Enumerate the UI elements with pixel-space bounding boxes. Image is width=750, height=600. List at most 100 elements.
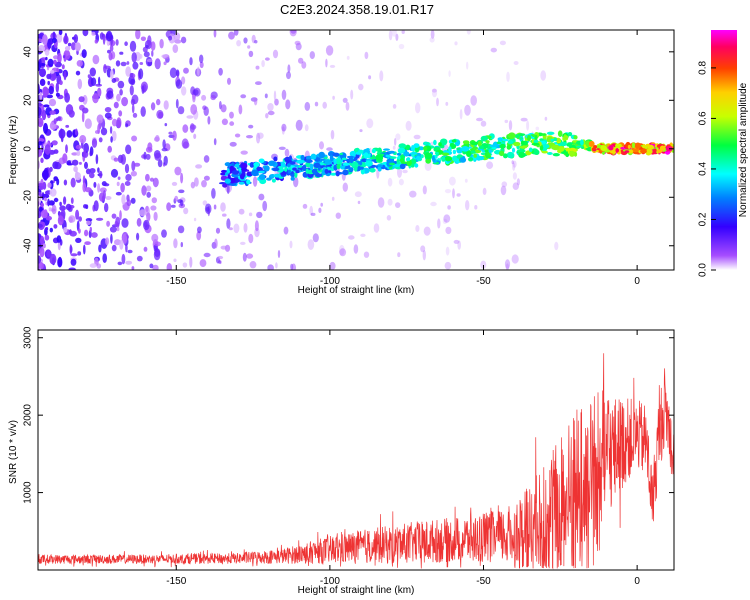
noise-blob (246, 135, 253, 139)
noise-blob (312, 233, 319, 243)
ridge-blob (224, 178, 231, 184)
noise-blob (46, 94, 53, 99)
noise-blob (294, 40, 301, 46)
noise-blob (68, 267, 76, 270)
ridge-blob (289, 155, 292, 161)
noise-blob (131, 52, 137, 63)
noise-blob (151, 197, 157, 204)
ridge-blob (388, 150, 396, 154)
ridge-blob (563, 136, 568, 140)
noise-blob (397, 252, 401, 258)
noise-blob (127, 249, 133, 254)
ridge-blob (646, 148, 653, 155)
noise-blob (105, 237, 110, 246)
ridge-blob (520, 140, 525, 146)
noise-blob (38, 223, 43, 228)
noise-blob (53, 118, 57, 125)
noise-blob (51, 37, 57, 44)
ridge-blob (499, 143, 506, 149)
noise-blob (173, 258, 177, 263)
noise-blob (97, 167, 100, 173)
noise-blob (442, 218, 448, 224)
ridge-blob (330, 172, 337, 176)
noise-blob (157, 159, 163, 168)
ridge-blob (258, 170, 265, 174)
noise-blob (192, 94, 196, 103)
noise-blob (265, 57, 270, 61)
noise-blob (166, 202, 172, 212)
snr-frame (37, 329, 675, 571)
ridge-blob (335, 170, 340, 177)
ridge-blob (336, 163, 341, 170)
noise-blob (70, 197, 74, 204)
noise-blob (177, 106, 185, 115)
noise-blob (106, 220, 110, 227)
noise-blob (332, 95, 335, 100)
noise-blob (228, 227, 233, 231)
noise-blob (49, 227, 53, 233)
noise-blob (125, 243, 128, 253)
noise-blob (175, 79, 183, 89)
noise-blob (183, 207, 189, 215)
noise-blob (79, 135, 87, 144)
ridge-blob (553, 137, 558, 142)
ridge-blob (315, 173, 323, 178)
noise-blob (398, 178, 404, 186)
noise-blob (49, 110, 56, 115)
noise-blob (203, 106, 209, 116)
noise-blob (233, 30, 239, 36)
noise-blob (255, 65, 260, 70)
ridge-blob (424, 152, 433, 160)
noise-blob (38, 102, 42, 107)
ridge-blob (634, 142, 642, 149)
noise-blob (240, 241, 246, 245)
noise-blob (281, 123, 287, 132)
ridge-blob (485, 140, 490, 144)
ridge-blob (519, 145, 527, 149)
noise-blob (125, 174, 132, 181)
noise-blob (342, 97, 348, 103)
noise-blob (309, 51, 315, 60)
noise-blob (89, 67, 97, 77)
noise-blob (38, 262, 44, 270)
noise-blob (264, 93, 268, 99)
noise-blob (168, 131, 173, 135)
noise-blob (248, 50, 254, 58)
ridge-blob (444, 156, 453, 162)
ridge-blob (398, 143, 407, 149)
noise-blob (207, 116, 211, 125)
noise-blob (58, 30, 63, 36)
ridge-blob (348, 167, 354, 172)
noise-blob (89, 150, 92, 157)
top-x-axis: -150 -100 -50 0 (166, 30, 640, 287)
ridge-blob (229, 177, 236, 184)
noise-blob (119, 89, 123, 96)
noise-blob (238, 208, 245, 215)
noise-blob (146, 212, 151, 222)
noise-blob (81, 107, 89, 114)
noise-blob (535, 126, 540, 131)
noise-blob (120, 182, 125, 193)
noise-blob (70, 258, 77, 266)
bottom-y-axis: 1000 2000 3000 (23, 326, 674, 504)
noise-blob (63, 227, 68, 233)
x-tick-label: -50 (476, 576, 491, 587)
ridge-blob (547, 152, 553, 155)
noise-blob (199, 259, 207, 268)
noise-blob (354, 191, 362, 198)
noise-blob (108, 52, 113, 61)
ridge-blob (317, 166, 321, 171)
ridge-blob (470, 141, 479, 146)
noise-blob (121, 96, 128, 107)
noise-blob (44, 197, 47, 202)
noise-blob (199, 54, 204, 64)
noise-blob (86, 220, 91, 226)
noise-blob (269, 265, 274, 270)
ridge-blob (506, 151, 515, 159)
ridge-blob (271, 178, 276, 183)
noise-blob (99, 170, 103, 179)
noise-blob (138, 68, 144, 80)
noise-blob (81, 49, 87, 59)
noise-blob (90, 77, 97, 86)
noise-blob (63, 196, 67, 205)
